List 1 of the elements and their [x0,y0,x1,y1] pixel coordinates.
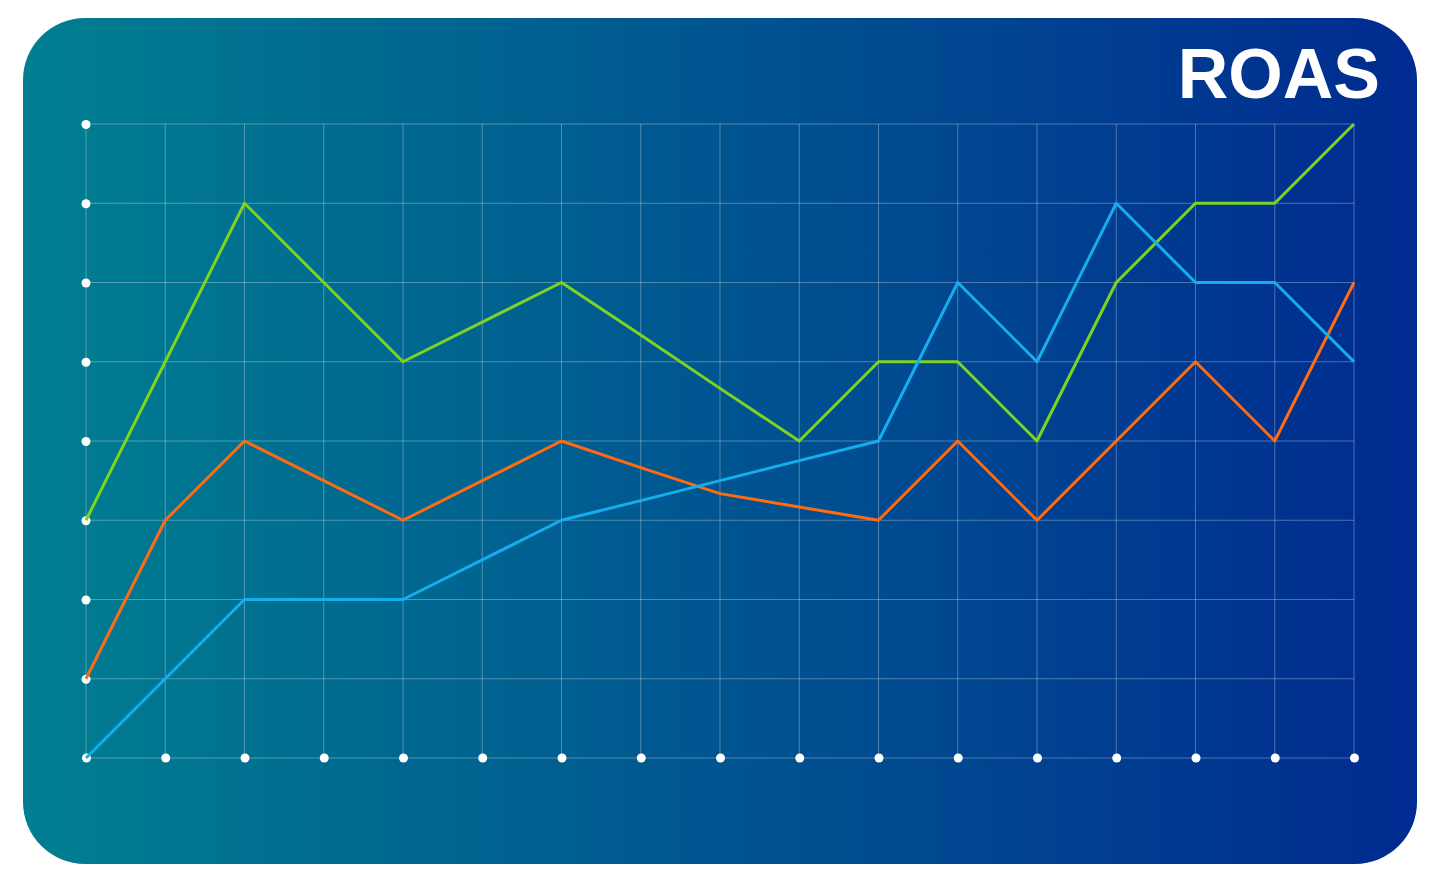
chart-title: ROAS [1177,35,1380,113]
